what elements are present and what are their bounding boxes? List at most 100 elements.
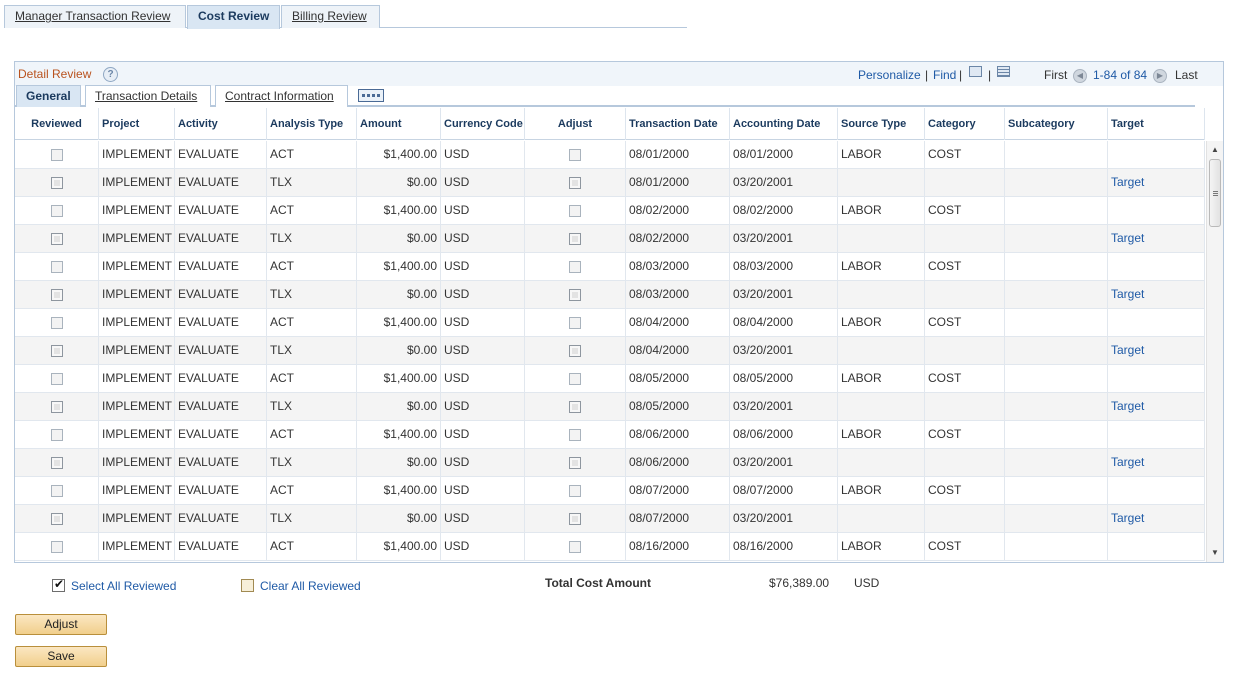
cell-transaction-date: 08/04/2000 bbox=[626, 337, 730, 365]
reviewed-checkbox[interactable] bbox=[50, 344, 63, 357]
table-row: IMPLEMENT EVALUATE ACT $1,400.00 USD 08/07/20… bbox=[15, 477, 1205, 505]
target-link[interactable]: Target bbox=[1111, 175, 1145, 189]
find-link[interactable]: Find bbox=[933, 68, 957, 82]
adjust-checkbox[interactable] bbox=[569, 288, 581, 301]
adjust-checkbox[interactable] bbox=[569, 148, 581, 161]
cell-subcategory bbox=[1005, 253, 1108, 281]
col-header-transaction-date[interactable]: Transaction Date bbox=[626, 108, 730, 140]
cell-target bbox=[1108, 253, 1205, 281]
next-arrow-icon[interactable]: ▶ bbox=[1153, 67, 1167, 83]
target-link[interactable]: Target bbox=[1111, 511, 1145, 525]
scroll-down-arrow-icon[interactable]: ▼ bbox=[1211, 548, 1219, 557]
target-link[interactable]: Target bbox=[1111, 455, 1145, 469]
reviewed-checkbox[interactable] bbox=[50, 372, 63, 385]
cell-source-type: LABOR bbox=[838, 421, 925, 449]
personalize-link[interactable]: Personalize bbox=[858, 68, 921, 82]
target-link[interactable]: Target bbox=[1111, 287, 1145, 301]
reviewed-checkbox[interactable] bbox=[50, 176, 63, 189]
adjust-checkbox[interactable] bbox=[569, 260, 581, 273]
col-header-reviewed[interactable]: Reviewed bbox=[15, 108, 99, 140]
reviewed-checkbox[interactable] bbox=[50, 400, 63, 413]
clear-all-checkbox-icon[interactable] bbox=[241, 579, 254, 592]
col-header-activity[interactable]: Activity bbox=[175, 108, 267, 140]
spreadsheet-icon[interactable] bbox=[997, 66, 1010, 80]
adjust-checkbox[interactable] bbox=[569, 316, 581, 329]
col-header-adjust[interactable]: Adjust bbox=[525, 108, 626, 140]
adjust-checkbox[interactable] bbox=[569, 232, 581, 245]
target-link[interactable]: Target bbox=[1111, 231, 1145, 245]
cell-target bbox=[1108, 477, 1205, 505]
cell-project: IMPLEMENT bbox=[99, 225, 175, 253]
reviewed-checkbox[interactable] bbox=[50, 232, 63, 245]
adjust-checkbox[interactable] bbox=[569, 428, 581, 441]
reviewed-checkbox[interactable] bbox=[50, 148, 63, 161]
adjust-checkbox[interactable] bbox=[569, 484, 581, 497]
tab-billing-review[interactable]: Billing Review bbox=[281, 5, 380, 28]
subtab-transaction-details[interactable]: Transaction Details bbox=[85, 85, 211, 107]
cell-source-type bbox=[838, 449, 925, 477]
reviewed-checkbox[interactable] bbox=[50, 428, 63, 441]
reviewed-checkbox[interactable] bbox=[50, 316, 63, 329]
cell-subcategory bbox=[1005, 449, 1108, 477]
clear-all-reviewed[interactable]: Clear All Reviewed bbox=[241, 579, 361, 593]
cell-target: Target bbox=[1108, 225, 1205, 253]
col-header-analysis-type[interactable]: Analysis Type bbox=[267, 108, 357, 140]
adjust-button[interactable]: Adjust bbox=[15, 614, 107, 635]
reviewed-checkbox[interactable] bbox=[50, 512, 63, 525]
cell-transaction-date: 08/01/2000 bbox=[626, 169, 730, 197]
clear-all-reviewed-link[interactable]: Clear All Reviewed bbox=[260, 579, 361, 593]
reviewed-checkbox[interactable] bbox=[50, 540, 63, 553]
col-header-currency-code[interactable]: Currency Code bbox=[441, 108, 525, 140]
target-link[interactable]: Target bbox=[1111, 399, 1145, 413]
cell-transaction-date: 08/07/2000 bbox=[626, 505, 730, 533]
cell-transaction-date: 08/05/2000 bbox=[626, 393, 730, 421]
reviewed-checkbox[interactable] bbox=[50, 288, 63, 301]
col-header-amount[interactable]: Amount bbox=[357, 108, 441, 140]
col-header-target[interactable]: Target bbox=[1108, 108, 1205, 140]
subtab-general[interactable]: General bbox=[16, 85, 81, 107]
previous-arrow-icon[interactable]: ◀ bbox=[1073, 67, 1087, 83]
adjust-checkbox[interactable] bbox=[569, 204, 581, 217]
tab-cost-review[interactable]: Cost Review bbox=[187, 5, 280, 29]
select-all-reviewed-link[interactable]: Select All Reviewed bbox=[71, 579, 177, 593]
cell-activity: EVALUATE bbox=[175, 449, 267, 477]
select-all-checkbox-icon[interactable] bbox=[52, 577, 65, 592]
table-row: IMPLEMENT EVALUATE TLX $0.00 USD 08/07/2000 03… bbox=[15, 505, 1205, 533]
cell-target: Target bbox=[1108, 281, 1205, 309]
save-button[interactable]: Save bbox=[15, 646, 107, 667]
adjust-checkbox[interactable] bbox=[569, 400, 581, 413]
scroll-thumb[interactable] bbox=[1209, 159, 1221, 227]
col-header-subcategory[interactable]: Subcategory bbox=[1005, 108, 1108, 140]
cell-project: IMPLEMENT bbox=[99, 365, 175, 393]
target-link[interactable]: Target bbox=[1111, 343, 1145, 357]
adjust-checkbox[interactable] bbox=[569, 456, 581, 469]
cell-subcategory bbox=[1005, 309, 1108, 337]
adjust-checkbox[interactable] bbox=[569, 540, 581, 553]
col-header-category[interactable]: Category bbox=[925, 108, 1005, 140]
col-header-accounting-date[interactable]: Accounting Date bbox=[730, 108, 838, 140]
view-all-icon[interactable] bbox=[969, 66, 982, 80]
reviewed-checkbox[interactable] bbox=[50, 260, 63, 273]
reviewed-checkbox[interactable] bbox=[50, 456, 63, 469]
vertical-scrollbar[interactable]: ▲ ▼ bbox=[1206, 141, 1223, 562]
adjust-checkbox[interactable] bbox=[569, 176, 581, 189]
reviewed-checkbox-cell bbox=[15, 281, 99, 309]
tab-manager-transaction-review[interactable]: Manager Transaction Review bbox=[4, 5, 186, 28]
cell-transaction-date: 08/04/2000 bbox=[626, 309, 730, 337]
reviewed-checkbox-cell bbox=[15, 533, 99, 561]
select-all-reviewed[interactable]: Select All Reviewed bbox=[52, 577, 177, 593]
cell-category bbox=[925, 169, 1005, 197]
col-header-source-type[interactable]: Source Type bbox=[838, 108, 925, 140]
reviewed-checkbox[interactable] bbox=[50, 204, 63, 217]
help-icon[interactable]: ? bbox=[103, 67, 118, 82]
adjust-checkbox[interactable] bbox=[569, 372, 581, 385]
adjust-checkbox[interactable] bbox=[569, 344, 581, 357]
cell-source-type: LABOR bbox=[838, 365, 925, 393]
separator: | bbox=[959, 68, 963, 82]
show-all-columns-icon[interactable] bbox=[358, 89, 384, 102]
adjust-checkbox[interactable] bbox=[569, 512, 581, 525]
col-header-project[interactable]: Project bbox=[99, 108, 175, 140]
reviewed-checkbox[interactable] bbox=[50, 484, 63, 497]
scroll-up-arrow-icon[interactable]: ▲ bbox=[1211, 145, 1219, 154]
subtab-contract-information[interactable]: Contract Information bbox=[215, 85, 348, 107]
